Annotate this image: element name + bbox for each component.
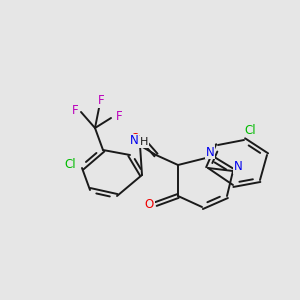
Text: Cl: Cl [64,158,76,172]
Text: N: N [234,160,242,173]
Text: O: O [130,131,140,145]
Text: H: H [140,137,148,147]
Text: F: F [116,110,122,122]
Text: F: F [72,103,78,116]
Text: N: N [130,134,138,148]
Text: N: N [206,146,214,158]
Text: O: O [144,197,154,211]
Text: F: F [98,94,104,107]
Text: Cl: Cl [244,124,256,136]
